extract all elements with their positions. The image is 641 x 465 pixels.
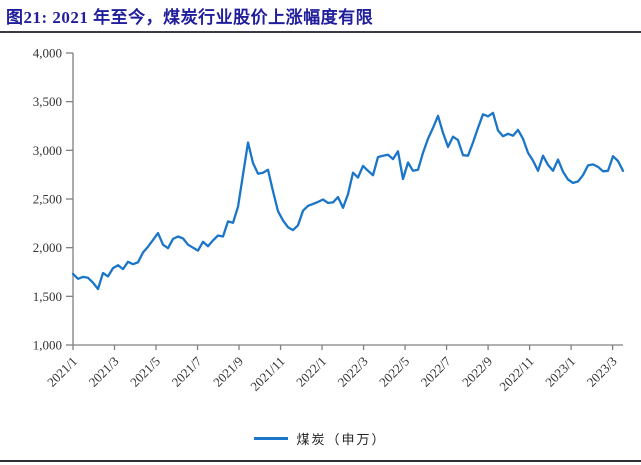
figure-title: 图21: 2021 年至今，煤炭行业股价上涨幅度有限: [6, 8, 374, 27]
svg-text:2021/7: 2021/7: [168, 353, 204, 389]
svg-text:2022/11: 2022/11: [496, 354, 536, 394]
legend-series-label: 煤炭（申万）: [296, 432, 387, 447]
svg-text:2021/1: 2021/1: [44, 354, 80, 390]
svg-text:2022/7: 2022/7: [418, 353, 454, 389]
svg-text:2023/3: 2023/3: [584, 354, 620, 390]
svg-text:2021/3: 2021/3: [85, 354, 121, 390]
line-series: [71, 111, 625, 291]
svg-text:1,000: 1,000: [33, 338, 62, 353]
svg-text:3,000: 3,000: [33, 143, 62, 158]
svg-text:2021/5: 2021/5: [127, 354, 163, 390]
svg-text:1,500: 1,500: [33, 289, 62, 304]
svg-text:4,000: 4,000: [33, 46, 62, 61]
svg-text:2021/9: 2021/9: [210, 354, 246, 390]
svg-text:2022/1: 2022/1: [293, 354, 329, 390]
title-divider: [0, 31, 641, 33]
svg-text:2021/11: 2021/11: [247, 354, 287, 394]
bottom-divider: [0, 460, 641, 462]
x-axis: 2021/1 2021/3 2021/5 2021/7 2021/9 2021/11 202…: [44, 344, 623, 394]
svg-text:2,500: 2,500: [33, 192, 62, 207]
svg-text:2022/9: 2022/9: [459, 354, 495, 390]
svg-text:2,000: 2,000: [33, 240, 62, 255]
svg-text:3,500: 3,500: [33, 94, 62, 109]
y-axis: 1,000 1,500 2,000 2,500 3,000 3,500 4,000: [33, 46, 74, 353]
svg-text:2022/5: 2022/5: [376, 354, 412, 390]
legend: 煤炭（申万）: [0, 429, 641, 448]
svg-text:2022/3: 2022/3: [335, 354, 371, 390]
svg-text:2023/1: 2023/1: [542, 354, 578, 390]
legend-line-swatch: [254, 437, 289, 440]
